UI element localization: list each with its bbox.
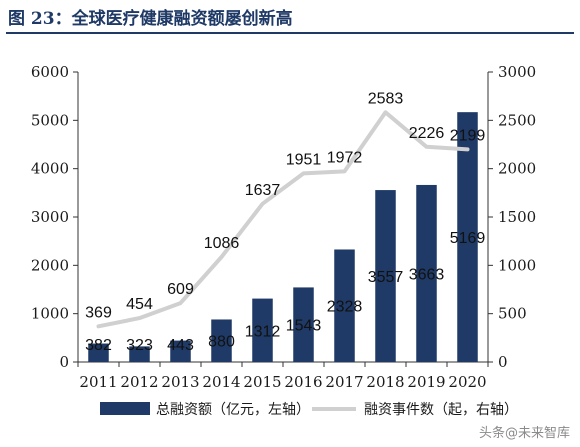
x-tick-label: 2013 (161, 373, 199, 391)
y-right-tick-label: 1000 (498, 256, 536, 274)
watermark: 头条@未来智库 (478, 426, 570, 441)
x-tick-label: 2015 (243, 373, 281, 391)
legend-bar-swatch (100, 402, 150, 415)
y-right-tick-label: 1500 (498, 208, 536, 226)
bar-value-label: 1312 (245, 323, 281, 340)
line-series (96, 110, 470, 329)
x-tick-label: 2020 (448, 373, 486, 391)
legend: 总融资额（亿元，左轴） 融资事件数（起，右轴） (100, 402, 518, 418)
x-tick-label: 2017 (325, 373, 363, 391)
line-value-label: 369 (85, 304, 112, 321)
bar-value-label: 1543 (286, 318, 322, 335)
x-tick-label: 2011 (79, 373, 117, 391)
y-left-tick-label: 5000 (31, 111, 69, 129)
bar (334, 249, 355, 362)
y-left-tick-label: 4000 (31, 160, 69, 178)
bar-value-label: 3663 (409, 266, 445, 283)
bar (211, 319, 232, 362)
figure-title: 图 23：全球医疗健康融资额屡创新高 (8, 9, 293, 29)
x-tick-label: 2019 (407, 373, 445, 391)
x-tick-label: 2018 (366, 373, 404, 391)
bar (416, 184, 437, 362)
data-labels: 382 323 443 880 1312 1543 2328 3557 3663 5169 369 4… (85, 90, 485, 354)
line-value-label: 1972 (327, 149, 363, 166)
line-value-label: 2226 (409, 125, 445, 142)
line-value-label: 2583 (368, 90, 404, 107)
bar-value-label: 443 (167, 337, 194, 354)
bar-value-label: 2328 (327, 299, 363, 316)
y-left-tick-label: 2000 (31, 256, 69, 274)
bar-value-label: 382 (85, 337, 112, 354)
y-right-tick-label: 2500 (498, 111, 536, 129)
x-tick-label: 2012 (120, 373, 158, 391)
y-right-tick-label: 2000 (498, 160, 536, 178)
legend-line-label: 融资事件数（起，右轴） (364, 402, 518, 418)
bar (375, 190, 396, 362)
line-value-label: 454 (126, 296, 153, 313)
y-right-tick-label: 0 (498, 353, 508, 371)
y-right-tick-label: 3000 (498, 63, 536, 81)
line-value-label: 1086 (204, 235, 240, 252)
y-right-tick-label: 500 (498, 305, 527, 323)
y-left-tick-label: 3000 (31, 208, 69, 226)
line-value-label: 609 (167, 281, 194, 298)
bar (252, 298, 273, 362)
title-rule (6, 32, 574, 34)
bar-value-label: 5169 (450, 230, 486, 247)
line-value-label: 2199 (450, 127, 486, 144)
bars (88, 112, 478, 362)
x-tick-label: 2016 (284, 373, 322, 391)
line-value-label: 1951 (286, 151, 322, 168)
y-left-tick-label: 0 (59, 353, 69, 371)
axes: 0 1000 2000 3000 4000 5000 6000 0 500 1000 1500 200… (31, 63, 536, 391)
line-value-label: 1637 (245, 182, 281, 199)
bar-value-label: 323 (126, 337, 153, 354)
bar (129, 346, 150, 362)
bar (170, 340, 191, 362)
bar (293, 287, 314, 362)
bar (457, 112, 478, 362)
bar-value-label: 3557 (368, 269, 404, 286)
bar-value-label: 880 (208, 334, 235, 351)
bar (88, 343, 109, 362)
legend-bar-label: 总融资额（亿元，左轴） (156, 402, 310, 418)
x-tick-label: 2014 (202, 373, 240, 391)
line-path (96, 110, 470, 329)
y-left-tick-label: 1000 (31, 305, 69, 323)
y-left-tick-label: 6000 (31, 63, 69, 81)
